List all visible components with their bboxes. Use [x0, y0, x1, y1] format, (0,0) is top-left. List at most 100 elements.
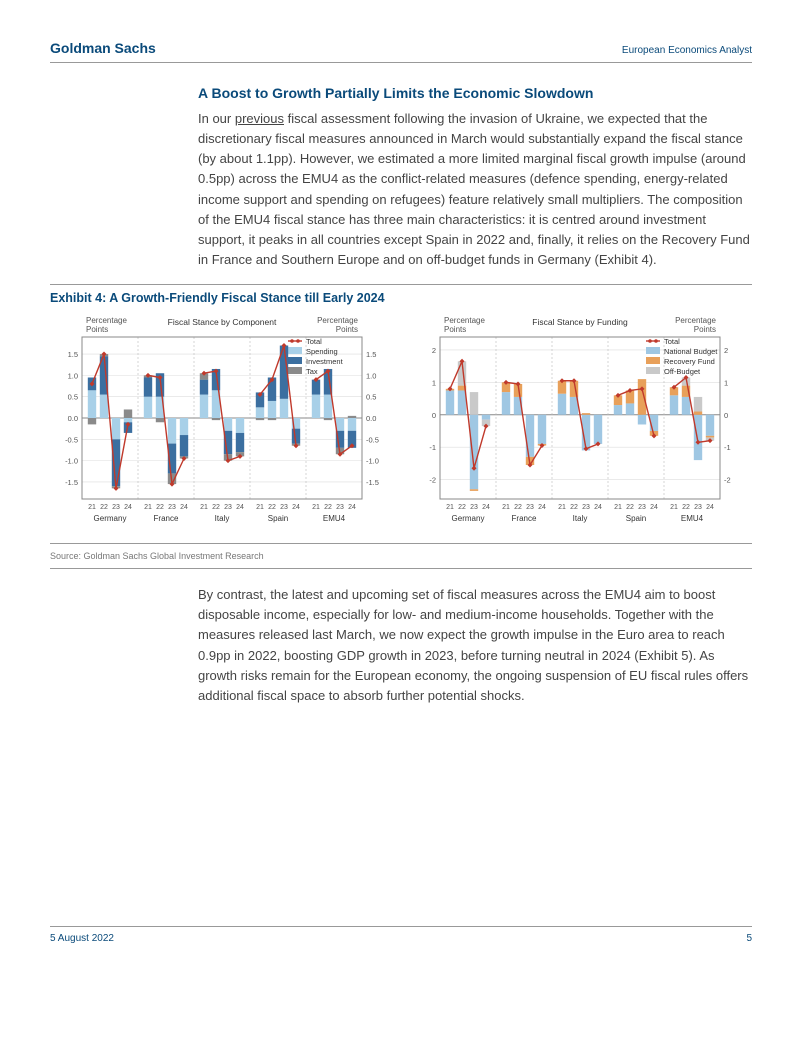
svg-text:1.0: 1.0	[366, 371, 376, 380]
svg-text:Points: Points	[336, 325, 358, 334]
svg-text:Off-Budget: Off-Budget	[664, 367, 701, 376]
svg-text:23: 23	[168, 504, 176, 511]
svg-text:21: 21	[558, 504, 566, 511]
svg-text:24: 24	[650, 504, 658, 511]
svg-text:-1.5: -1.5	[366, 478, 379, 487]
svg-text:Percentage: Percentage	[444, 316, 485, 325]
svg-text:-1: -1	[724, 443, 731, 452]
svg-text:23: 23	[526, 504, 534, 511]
svg-text:1: 1	[724, 378, 728, 387]
footer-date: 5 August 2022	[50, 933, 114, 944]
svg-text:0.0: 0.0	[68, 414, 78, 423]
svg-text:2: 2	[724, 346, 728, 355]
svg-text:-1.0: -1.0	[366, 457, 379, 466]
svg-text:24: 24	[706, 504, 714, 511]
svg-text:23: 23	[336, 504, 344, 511]
exhibit4-charts: -1.5-1.5-1.0-1.0-0.5-0.50.00.00.50.51.01…	[50, 313, 752, 533]
svg-text:Tax: Tax	[306, 367, 318, 376]
svg-text:24: 24	[180, 504, 188, 511]
brand: Goldman Sachs	[50, 40, 156, 56]
svg-text:-1.5: -1.5	[65, 478, 78, 487]
svg-text:21: 21	[446, 504, 454, 511]
svg-text:Fiscal Stance by Component: Fiscal Stance by Component	[168, 317, 277, 327]
svg-text:21: 21	[614, 504, 622, 511]
svg-text:1.5: 1.5	[68, 350, 78, 359]
svg-text:0.5: 0.5	[366, 393, 376, 402]
svg-text:0.0: 0.0	[366, 414, 376, 423]
svg-text:EMU4: EMU4	[681, 514, 704, 523]
svg-text:21: 21	[144, 504, 152, 511]
svg-text:1.0: 1.0	[68, 371, 78, 380]
svg-text:23: 23	[470, 504, 478, 511]
svg-text:Spain: Spain	[626, 514, 646, 523]
svg-text:Spain: Spain	[268, 514, 288, 523]
svg-text:Spending: Spending	[306, 347, 338, 356]
svg-text:22: 22	[156, 504, 164, 511]
svg-text:0: 0	[432, 411, 436, 420]
svg-text:23: 23	[112, 504, 120, 511]
svg-text:23: 23	[582, 504, 590, 511]
svg-text:EMU4: EMU4	[323, 514, 346, 523]
svg-text:23: 23	[224, 504, 232, 511]
page-footer: 5 August 2022 5	[50, 926, 752, 944]
svg-text:0.5: 0.5	[68, 393, 78, 402]
para1-pre: In our	[198, 111, 235, 126]
chart-right: -2-2-1-1001122PercentagePointsPercentage…	[408, 313, 752, 533]
svg-text:Germany: Germany	[452, 514, 485, 523]
svg-text:Italy: Italy	[573, 514, 588, 523]
svg-text:21: 21	[502, 504, 510, 511]
svg-text:France: France	[512, 514, 537, 523]
svg-text:Recovery Fund: Recovery Fund	[664, 357, 715, 366]
svg-text:24: 24	[538, 504, 546, 511]
svg-text:1.5: 1.5	[366, 350, 376, 359]
exhibit-rule	[50, 284, 752, 285]
svg-text:23: 23	[280, 504, 288, 511]
svg-text:Percentage: Percentage	[317, 316, 358, 325]
svg-text:24: 24	[482, 504, 490, 511]
svg-text:Investment: Investment	[306, 357, 344, 366]
svg-text:Percentage: Percentage	[86, 316, 127, 325]
svg-text:22: 22	[100, 504, 108, 511]
paragraph-2: By contrast, the latest and upcoming set…	[198, 585, 752, 706]
svg-text:24: 24	[348, 504, 356, 511]
footer-page: 5	[746, 933, 752, 944]
exhibit4-source: Source: Goldman Sachs Global Investment …	[50, 543, 752, 569]
svg-text:21: 21	[312, 504, 320, 511]
svg-text:22: 22	[268, 504, 276, 511]
page: Goldman Sachs European Economics Analyst…	[0, 0, 802, 974]
svg-text:2: 2	[432, 346, 436, 355]
svg-text:24: 24	[124, 504, 132, 511]
svg-text:22: 22	[514, 504, 522, 511]
svg-text:22: 22	[458, 504, 466, 511]
para1-post: fiscal assessment following the invasion…	[198, 111, 750, 267]
svg-text:21: 21	[670, 504, 678, 511]
svg-text:23: 23	[638, 504, 646, 511]
svg-text:Total: Total	[664, 337, 680, 346]
exhibit4-title: Exhibit 4: A Growth-Friendly Fiscal Stan…	[50, 291, 752, 305]
svg-text:22: 22	[626, 504, 634, 511]
svg-text:France: France	[154, 514, 179, 523]
svg-text:1: 1	[432, 378, 436, 387]
page-header: Goldman Sachs European Economics Analyst	[50, 40, 752, 63]
svg-text:21: 21	[256, 504, 264, 511]
svg-text:Italy: Italy	[215, 514, 230, 523]
svg-text:24: 24	[236, 504, 244, 511]
svg-text:Germany: Germany	[94, 514, 127, 523]
para1-link[interactable]: previous	[235, 111, 284, 126]
svg-text:-0.5: -0.5	[65, 435, 78, 444]
section-heading: A Boost to Growth Partially Limits the E…	[198, 85, 752, 101]
svg-text:-2: -2	[724, 476, 731, 485]
svg-text:21: 21	[200, 504, 208, 511]
svg-text:Points: Points	[444, 325, 466, 334]
paragraph-1: In our previous fiscal assessment follow…	[198, 109, 752, 270]
svg-text:Points: Points	[694, 325, 716, 334]
svg-text:24: 24	[292, 504, 300, 511]
svg-text:Fiscal Stance by Funding: Fiscal Stance by Funding	[532, 317, 628, 327]
svg-text:-1: -1	[429, 443, 436, 452]
svg-text:-0.5: -0.5	[366, 435, 379, 444]
svg-text:Total: Total	[306, 337, 322, 346]
svg-text:Percentage: Percentage	[675, 316, 716, 325]
svg-text:22: 22	[682, 504, 690, 511]
svg-text:National Budget: National Budget	[664, 347, 718, 356]
svg-text:24: 24	[594, 504, 602, 511]
